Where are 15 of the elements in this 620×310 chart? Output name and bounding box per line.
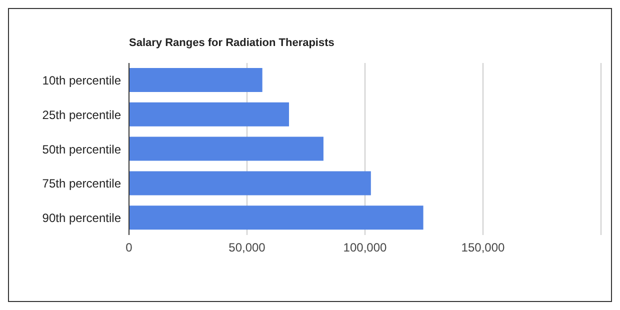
x-tick-label: 50,000	[228, 240, 266, 255]
x-tick-label: 150,000	[461, 240, 506, 255]
x-tick-label: 100,000	[343, 240, 388, 255]
y-tick-label: 10th percentile	[42, 73, 122, 88]
chart-title: Salary Ranges for Radiation Therapists	[129, 37, 334, 49]
y-tick-label: 25th percentile	[42, 108, 122, 122]
y-tick-label: 90th percentile	[42, 211, 122, 226]
bar	[129, 171, 371, 196]
bar	[129, 68, 262, 92]
bar	[129, 206, 424, 230]
y-tick-label: 75th percentile	[42, 176, 122, 191]
y-tick-label: 50th percentile	[42, 142, 122, 156]
bar	[129, 102, 290, 126]
x-tick-label: 0	[126, 240, 133, 255]
bar	[129, 136, 324, 161]
